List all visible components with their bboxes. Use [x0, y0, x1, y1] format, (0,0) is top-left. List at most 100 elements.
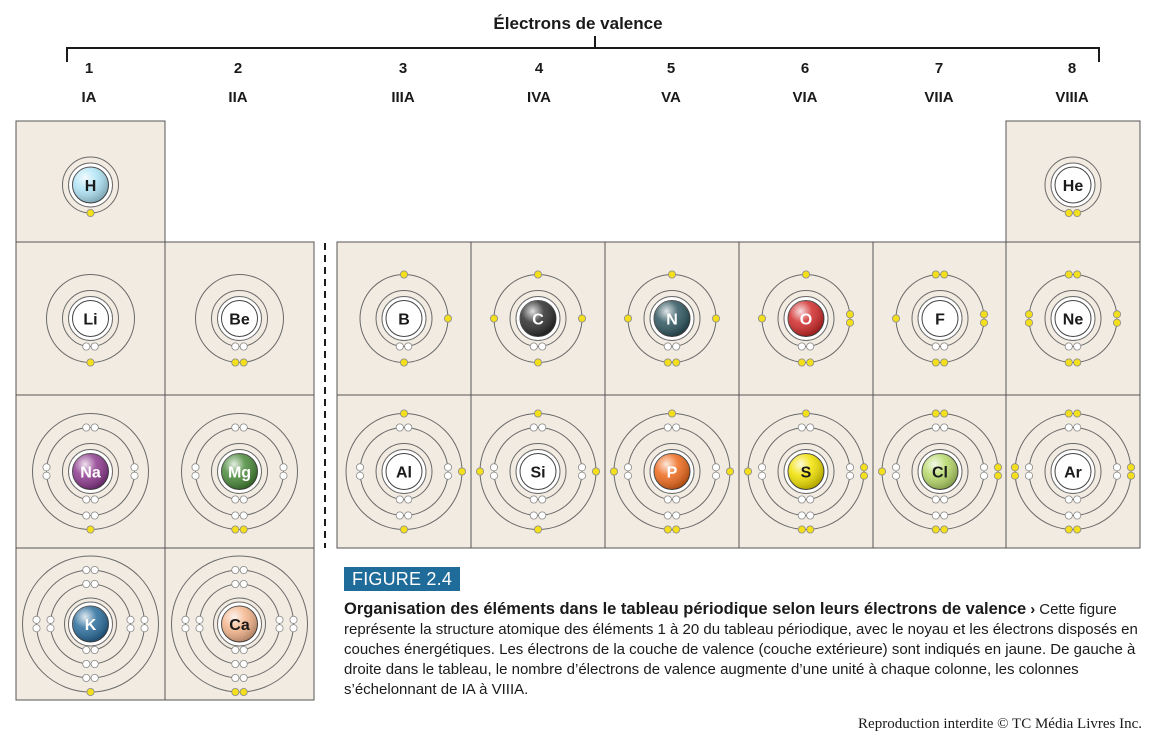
caption-heading: Organisation des éléments dans le tablea… — [344, 600, 1027, 618]
electron — [860, 463, 869, 472]
electron — [395, 423, 404, 432]
element-cell-n: N — [604, 241, 740, 396]
electron — [878, 467, 887, 476]
electron — [195, 624, 204, 633]
electron — [231, 511, 240, 520]
electron — [82, 342, 91, 351]
electron — [744, 467, 753, 476]
electron — [191, 463, 200, 472]
electron — [758, 471, 767, 480]
electron-shell — [185, 569, 294, 679]
electron — [140, 624, 149, 633]
electron-shell — [895, 427, 985, 516]
electron — [90, 511, 99, 520]
electron — [931, 409, 940, 418]
electron — [355, 471, 364, 480]
electron — [712, 471, 721, 480]
element-symbol: K — [85, 617, 97, 634]
electron — [940, 342, 949, 351]
electron — [1064, 495, 1073, 504]
electron — [534, 270, 543, 279]
electron — [355, 463, 364, 472]
electron — [806, 511, 815, 520]
electron — [1113, 310, 1122, 319]
figure-badge: FIGURE 2.4 — [344, 567, 461, 591]
electron — [82, 495, 91, 504]
element-cell-f: F — [872, 241, 1008, 396]
element-symbol: Ca — [229, 617, 250, 634]
nucleus-shine — [788, 453, 824, 490]
electron — [191, 471, 200, 480]
electron — [86, 688, 95, 697]
electron — [797, 358, 806, 367]
electron — [279, 471, 288, 480]
element-cell-he: He — [1005, 120, 1141, 243]
electron — [663, 358, 672, 367]
electron — [90, 580, 99, 589]
element-symbol: Si — [530, 465, 545, 482]
nucleus-shine — [72, 606, 109, 642]
electron — [289, 624, 298, 633]
electron-shell — [1044, 443, 1102, 500]
electron — [399, 525, 408, 534]
electron — [90, 495, 99, 504]
element-symbol: Mg — [228, 465, 251, 482]
electron — [797, 495, 806, 504]
caption-text: Cette figure représente la structure ato… — [344, 601, 1138, 698]
electron — [404, 495, 413, 504]
electron — [538, 342, 547, 351]
valence-bracket — [66, 36, 1100, 62]
electron — [1064, 358, 1073, 367]
group-label-6: VIA — [792, 89, 818, 106]
electron — [931, 423, 940, 432]
electron-shell — [1028, 427, 1118, 516]
electron — [846, 310, 855, 319]
electron — [399, 358, 408, 367]
electron-shell — [211, 290, 268, 347]
electron — [534, 358, 543, 367]
nucleus-shine — [520, 300, 556, 337]
electron — [1073, 270, 1082, 279]
element-cell-mg: Mg — [164, 394, 315, 549]
electron — [529, 423, 538, 432]
electron — [806, 495, 815, 504]
electron — [231, 342, 240, 351]
group-label-7: VIIA — [924, 89, 954, 106]
electron — [32, 624, 41, 633]
electron — [624, 463, 633, 472]
electron — [1073, 525, 1082, 534]
electron — [931, 525, 940, 534]
electron — [1064, 423, 1073, 432]
element-symbol: Cl — [932, 465, 948, 482]
nucleus — [1054, 300, 1092, 337]
electron — [663, 495, 672, 504]
electron — [130, 471, 139, 480]
electron — [538, 423, 547, 432]
electron — [931, 358, 940, 367]
electron-shell — [777, 443, 835, 500]
electron — [980, 318, 989, 327]
element-cell-c: C — [470, 241, 606, 396]
electron — [395, 342, 404, 351]
electron — [231, 525, 240, 534]
electron — [806, 342, 815, 351]
electron — [802, 270, 811, 279]
electron — [443, 463, 452, 472]
group-label-8: VIIIA — [1055, 89, 1089, 106]
electron — [82, 660, 91, 669]
electron — [82, 423, 91, 432]
figure-caption: Organisation des éléments dans le tablea… — [344, 599, 1144, 700]
electron — [46, 624, 55, 633]
electron — [404, 342, 413, 351]
electron — [489, 314, 498, 323]
element-symbol: C — [532, 312, 544, 329]
element-symbol: Be — [229, 312, 250, 329]
electron — [1064, 525, 1073, 534]
electron — [1073, 358, 1082, 367]
element-cell-o: O — [738, 241, 874, 396]
electron — [1011, 471, 1020, 480]
electron — [239, 511, 248, 520]
electron — [231, 646, 240, 655]
electron — [668, 270, 677, 279]
electron — [275, 624, 284, 633]
